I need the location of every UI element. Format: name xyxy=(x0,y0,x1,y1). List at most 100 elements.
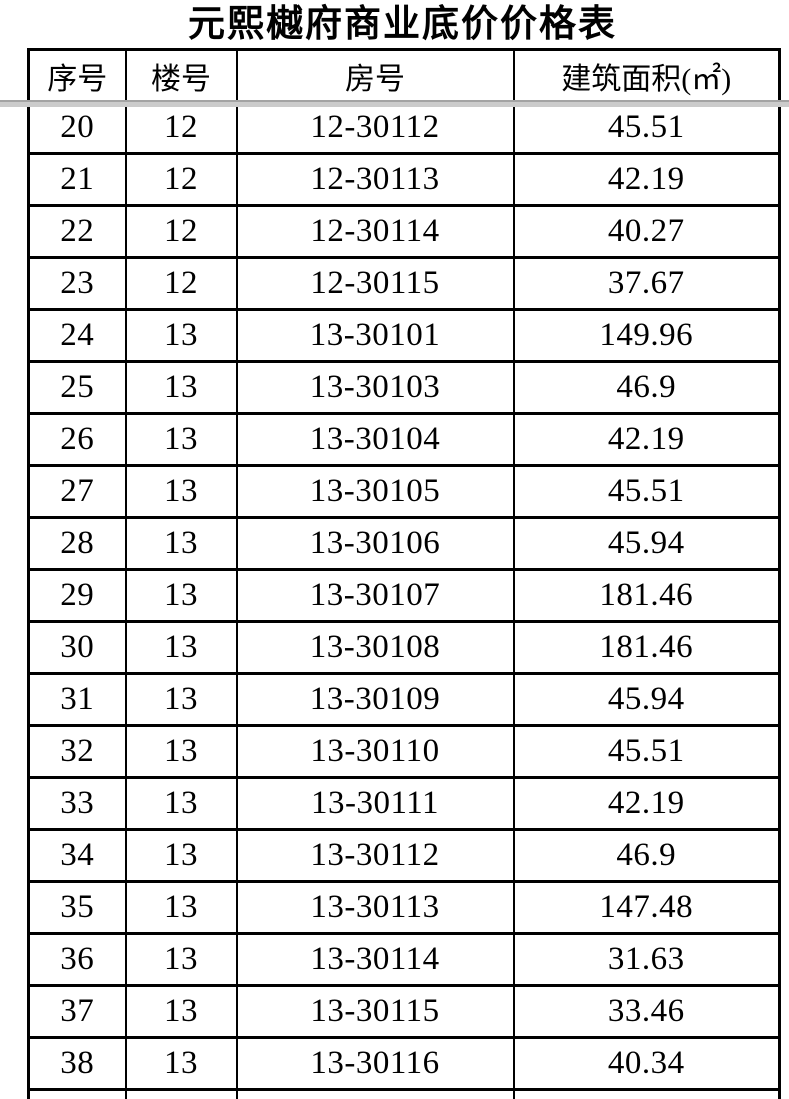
cell-room[interactable]: 13-30112 xyxy=(235,828,515,883)
cell-area[interactable]: 149.96 xyxy=(512,308,781,363)
table-row: 20 12 12-30112 45.51 xyxy=(27,100,781,155)
cell-building[interactable]: 13 xyxy=(124,568,238,623)
cell-area[interactable]: 45.51 xyxy=(512,464,781,519)
cell-building[interactable]: 12 xyxy=(124,152,238,207)
cell-building[interactable]: 13 xyxy=(124,776,238,831)
cell-room[interactable]: 13-30106 xyxy=(235,516,515,571)
cell-room[interactable]: 13-30114 xyxy=(235,932,515,987)
table-row: 27 13 13-30105 45.51 xyxy=(27,464,781,519)
col-header-serial[interactable]: 序号 xyxy=(27,48,127,103)
cell-room[interactable]: 13-30109 xyxy=(235,672,515,727)
cell-serial[interactable]: 36 xyxy=(27,932,127,987)
table-row: 24 13 13-30101 149.96 xyxy=(27,308,781,363)
cell-serial[interactable]: 28 xyxy=(27,516,127,571)
cell-room[interactable]: 13-30115 xyxy=(235,984,515,1039)
table-row: 32 13 13-30110 45.51 xyxy=(27,724,781,779)
table-row: 22 12 12-30114 40.27 xyxy=(27,204,781,259)
cell-area[interactable]: 181.46 xyxy=(512,568,781,623)
cell-building[interactable]: 13 xyxy=(124,932,238,987)
cell-area[interactable]: 40.27 xyxy=(512,204,781,259)
cell-area[interactable]: 46.9 xyxy=(512,828,781,883)
cell-area[interactable] xyxy=(512,1088,781,1099)
cell-serial[interactable]: 29 xyxy=(27,568,127,623)
cell-room[interactable]: 12-30115 xyxy=(235,256,515,311)
cell-serial[interactable] xyxy=(27,1088,127,1099)
cell-room[interactable]: 13-30108 xyxy=(235,620,515,675)
cell-serial[interactable]: 37 xyxy=(27,984,127,1039)
col-header-room[interactable]: 房号 xyxy=(235,48,515,103)
cell-serial[interactable]: 38 xyxy=(27,1036,127,1091)
cell-area[interactable]: 46.9 xyxy=(512,360,781,415)
header-row: 序号 楼号 房号 建筑面积(㎡) xyxy=(27,48,781,103)
cell-area[interactable]: 42.19 xyxy=(512,412,781,467)
cell-serial[interactable]: 32 xyxy=(27,724,127,779)
cell-serial[interactable]: 34 xyxy=(27,828,127,883)
cell-room[interactable]: 13-30101 xyxy=(235,308,515,363)
cell-area[interactable]: 42.19 xyxy=(512,152,781,207)
cell-serial[interactable]: 35 xyxy=(27,880,127,935)
cell-building[interactable]: 12 xyxy=(124,204,238,259)
cell-building[interactable]: 13 xyxy=(124,880,238,935)
cell-room[interactable]: 13-30107 xyxy=(235,568,515,623)
page-title: 元熙樾府商业底价价格表 xyxy=(188,4,617,45)
cell-building[interactable]: 12 xyxy=(124,256,238,311)
table-row: 33 13 13-30111 42.19 xyxy=(27,776,781,831)
table-row: 37 13 13-30115 33.46 xyxy=(27,984,781,1039)
cell-serial[interactable]: 31 xyxy=(27,672,127,727)
cell-room[interactable]: 13-30104 xyxy=(235,412,515,467)
cell-building[interactable]: 12 xyxy=(124,100,238,155)
cell-building[interactable]: 13 xyxy=(124,1036,238,1091)
cell-area[interactable]: 42.19 xyxy=(512,776,781,831)
cell-room[interactable]: 12-30113 xyxy=(235,152,515,207)
table-row: 26 13 13-30104 42.19 xyxy=(27,412,781,467)
cell-area[interactable]: 45.51 xyxy=(512,100,781,155)
cell-room[interactable]: 12-30114 xyxy=(235,204,515,259)
cell-area[interactable]: 181.46 xyxy=(512,620,781,675)
cell-building[interactable]: 13 xyxy=(124,828,238,883)
cell-room[interactable]: 13-30103 xyxy=(235,360,515,415)
cell-room[interactable] xyxy=(235,1088,515,1099)
cell-building[interactable]: 13 xyxy=(124,984,238,1039)
cell-area[interactable]: 40.34 xyxy=(512,1036,781,1091)
cell-serial[interactable]: 33 xyxy=(27,776,127,831)
cell-room[interactable]: 13-30113 xyxy=(235,880,515,935)
cell-room[interactable]: 13-30116 xyxy=(235,1036,515,1091)
cell-area[interactable]: 147.48 xyxy=(512,880,781,935)
cell-area[interactable]: 37.67 xyxy=(512,256,781,311)
cell-room[interactable]: 12-30112 xyxy=(235,100,515,155)
cell-area[interactable]: 45.51 xyxy=(512,724,781,779)
cell-serial[interactable]: 24 xyxy=(27,308,127,363)
freeze-pane-divider[interactable] xyxy=(0,100,789,107)
cell-area[interactable]: 45.94 xyxy=(512,672,781,727)
table-row-partial xyxy=(27,1088,781,1099)
table-row: 21 12 12-30113 42.19 xyxy=(27,152,781,207)
cell-area[interactable]: 45.94 xyxy=(512,516,781,571)
cell-serial[interactable]: 21 xyxy=(27,152,127,207)
cell-building[interactable]: 13 xyxy=(124,412,238,467)
cell-area[interactable]: 33.46 xyxy=(512,984,781,1039)
cell-serial[interactable]: 20 xyxy=(27,100,127,155)
cell-serial[interactable]: 27 xyxy=(27,464,127,519)
cell-serial[interactable]: 26 xyxy=(27,412,127,467)
cell-serial[interactable]: 22 xyxy=(27,204,127,259)
cell-building[interactable] xyxy=(124,1088,238,1099)
cell-area[interactable]: 31.63 xyxy=(512,932,781,987)
table-row: 35 13 13-30113 147.48 xyxy=(27,880,781,935)
cell-serial[interactable]: 30 xyxy=(27,620,127,675)
cell-building[interactable]: 13 xyxy=(124,672,238,727)
cell-room[interactable]: 13-30110 xyxy=(235,724,515,779)
cell-serial[interactable]: 23 xyxy=(27,256,127,311)
cell-building[interactable]: 13 xyxy=(124,620,238,675)
cell-building[interactable]: 13 xyxy=(124,464,238,519)
cell-building[interactable]: 13 xyxy=(124,724,238,779)
cell-room[interactable]: 13-30111 xyxy=(235,776,515,831)
cell-building[interactable]: 13 xyxy=(124,360,238,415)
cell-building[interactable]: 13 xyxy=(124,308,238,363)
cell-serial[interactable]: 25 xyxy=(27,360,127,415)
col-header-area[interactable]: 建筑面积(㎡) xyxy=(512,48,781,103)
col-header-building[interactable]: 楼号 xyxy=(124,48,238,103)
cell-building[interactable]: 13 xyxy=(124,516,238,571)
cell-room[interactable]: 13-30105 xyxy=(235,464,515,519)
table-row: 38 13 13-30116 40.34 xyxy=(27,1036,781,1091)
